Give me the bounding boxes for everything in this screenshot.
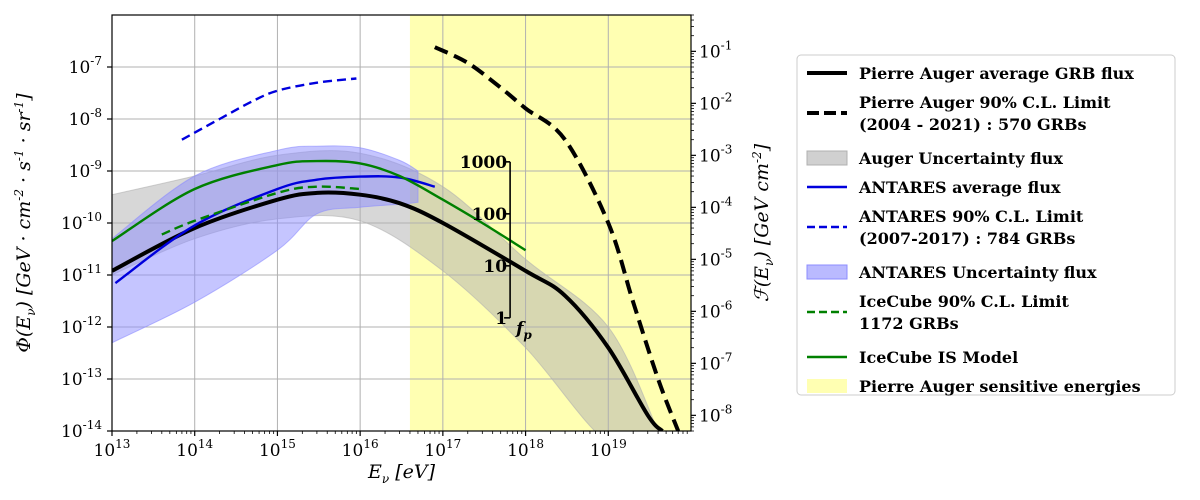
axes: 1013 1014 1015 1016 1017 1018 1019 10-14 10-13 10…	[12, 14, 776, 486]
legend-label: Pierre Auger sensitive energies	[859, 377, 1141, 396]
uncertainty-bands	[112, 145, 659, 431]
legend-label-line2: 1172 GRBs	[859, 314, 959, 333]
x-tick-label: 1019	[590, 437, 627, 461]
y-right-tick-label: 10-8	[699, 402, 732, 426]
series-pierre-auger-average-grb-flux	[112, 190, 664, 431]
legend-label: ANTARES Uncertainty flux	[858, 263, 1097, 282]
x-axis-label: Eν [eV]	[367, 461, 436, 486]
series-icecube-is-model	[112, 159, 527, 252]
x-tick-label: 1017	[424, 437, 461, 461]
legend-label: Pierre Auger 90% C.L. Limit	[859, 93, 1111, 112]
y-left-tick-label: 10-14	[61, 418, 102, 442]
y-axis-label-left: Φ(Eν) [GeV · cm-2 · s-1 · sr-1]	[12, 93, 38, 353]
x-tick-label: 1016	[342, 437, 379, 461]
x-tick-label: 1015	[259, 437, 296, 461]
y-left-tick-label: 10-8	[69, 106, 102, 130]
y-axis-label-right: ℱ(Eν) [GeV cm-2]	[750, 143, 776, 302]
y-left-tick-label: 10-13	[61, 366, 102, 390]
legend: Pierre Auger average GRB flux Pierre Auge…	[796, 54, 1176, 396]
series-antares-average-flux	[114, 175, 436, 285]
legend-label-line2: (2007-2017) : 784 GRBs	[859, 229, 1075, 248]
y-right-tick-label: 10-1	[699, 38, 732, 62]
x-tick-label: 1013	[94, 437, 131, 461]
y-left-tick-label: 10-12	[61, 314, 102, 338]
y-right-tick-label: 10-3	[699, 142, 732, 166]
y-left-tick-label: 10-7	[69, 54, 102, 78]
y-left-tick-label: 10-11	[61, 262, 102, 286]
legend-label: ANTARES 90% C.L. Limit	[858, 207, 1084, 226]
legend-label-line2: (2004 - 2021) : 570 GRBs	[859, 115, 1087, 134]
fp-tick-label: 1000	[460, 153, 507, 173]
y-left-tick-label: 10-10	[61, 210, 102, 234]
y-right-tick-label: 10-7	[699, 350, 732, 374]
legend-label: IceCube 90% C.L. Limit	[859, 292, 1070, 311]
legend-label: IceCube IS Model	[859, 348, 1018, 367]
y-left-tick-label: 10-9	[69, 158, 102, 182]
legend-label: Pierre Auger average GRB flux	[859, 64, 1134, 83]
y-right-tick-label: 10-4	[699, 194, 733, 218]
legend-swatch-sensitive-region	[807, 379, 847, 393]
fp-label: fp	[515, 319, 532, 342]
fp-tick-label: 1	[495, 309, 507, 329]
series-lines	[112, 45, 681, 431]
x-tick-label: 1014	[176, 437, 213, 461]
legend-label: ANTARES average flux	[858, 178, 1061, 197]
legend-swatch-auger-uncertainty-flux	[806, 150, 848, 166]
x-tick-label: 1018	[507, 437, 544, 461]
fp-scale: 1 10 100 1000 fp	[460, 153, 533, 342]
legend-swatch-antares-uncertainty-flux	[806, 264, 848, 280]
y-right-tick-label: 10-5	[699, 246, 732, 270]
y-right-tick-label: 10-6	[699, 298, 732, 322]
series-icecube-90-c-l-limit-dashed	[161, 185, 361, 236]
series-pierre-auger-90-c-l-limit-dashed	[433, 45, 681, 431]
legend-box	[796, 54, 1176, 396]
fp-tick-label: 100	[472, 205, 508, 225]
y-right-tick-label: 10-2	[699, 90, 732, 114]
legend-label: Auger Uncertainty flux	[858, 149, 1063, 168]
fp-tick-label: 10	[483, 257, 507, 277]
